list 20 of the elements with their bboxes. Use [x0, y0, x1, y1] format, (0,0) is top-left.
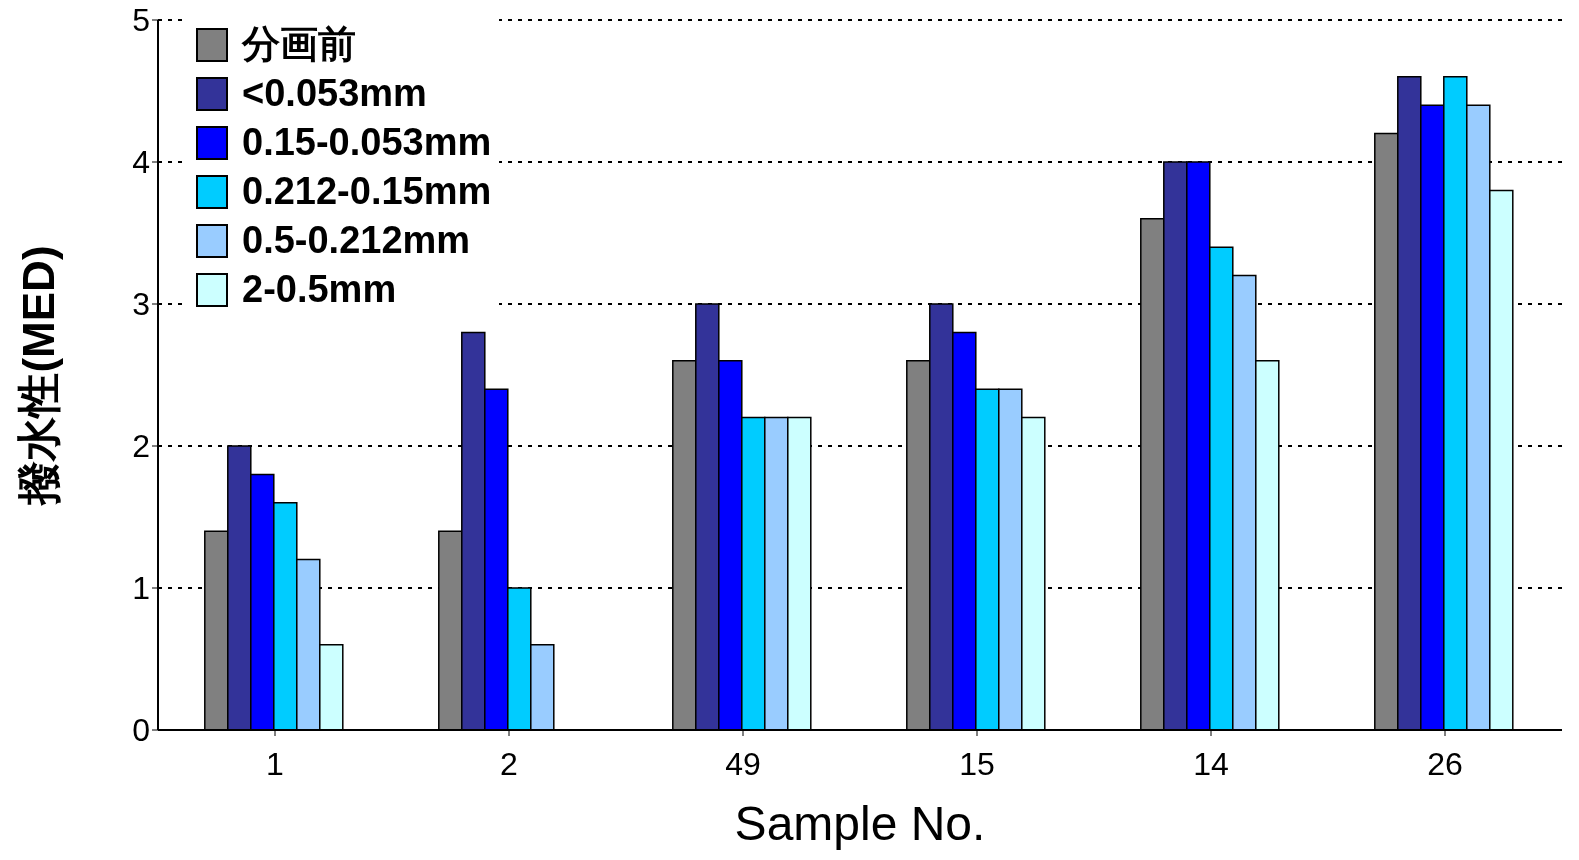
x-tick-label: 15: [959, 745, 995, 782]
legend-label: 0.5-0.212mm: [242, 219, 471, 262]
y-tick-label: 0: [132, 712, 150, 749]
legend-label: 2-0.5mm: [242, 268, 397, 311]
legend-label: 0.212-0.15mm: [242, 170, 492, 213]
legend-label: 分画前: [242, 22, 356, 67]
y-tick-label: 4: [132, 144, 150, 181]
legend-label: 0.15-0.053mm: [242, 121, 492, 164]
x-axis-title: Sample No.: [734, 797, 986, 850]
y-tick-label: 1: [132, 570, 150, 607]
x-tick-label: 2: [500, 745, 518, 782]
y-tick-label: 5: [132, 2, 150, 39]
x-tick-label: 1: [266, 745, 284, 782]
y-tick-label: 3: [132, 286, 150, 323]
x-tick-label: 14: [1193, 745, 1229, 782]
x-tick-label: 49: [725, 745, 761, 782]
x-tick-label: 26: [1427, 745, 1463, 782]
y-axis-title: 撥水性(MED): [13, 245, 63, 507]
legend-label: <0.053mm: [242, 72, 427, 115]
y-tick-label: 2: [132, 428, 150, 465]
